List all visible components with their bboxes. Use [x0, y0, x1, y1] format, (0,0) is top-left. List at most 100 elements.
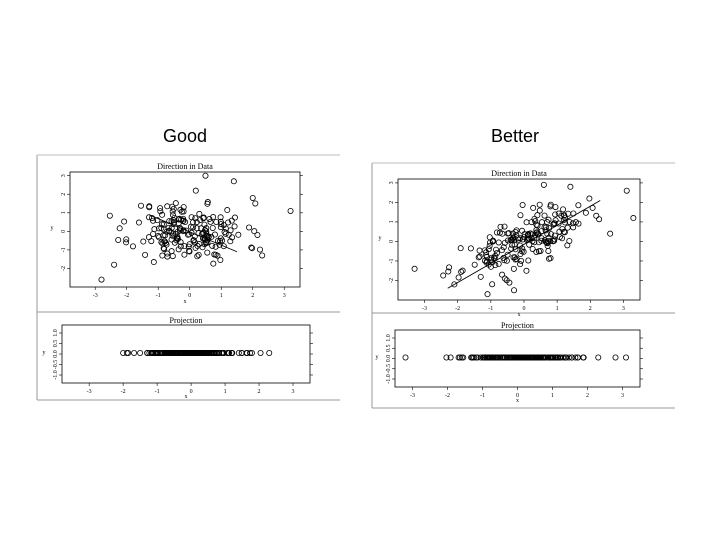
data-point [287, 207, 294, 214]
data-point [504, 237, 511, 244]
data-point [209, 224, 216, 231]
data-point [526, 241, 533, 248]
data-point [476, 247, 483, 254]
data-point [567, 183, 574, 190]
projection-point [580, 354, 587, 361]
projection-point [490, 354, 497, 361]
projection-point [530, 354, 537, 361]
x-axis-label: x [185, 394, 188, 400]
data-point [534, 212, 541, 219]
x-tick-label: 3 [292, 389, 295, 395]
data-point [157, 205, 164, 212]
data-point [565, 210, 572, 217]
data-point [523, 219, 530, 226]
data-point [207, 218, 214, 225]
data-point [180, 215, 187, 222]
data-point [512, 228, 519, 235]
data-point [180, 208, 187, 215]
projection-point [167, 349, 174, 356]
projection-point [540, 354, 547, 361]
data-point [489, 259, 496, 266]
data-point [201, 221, 208, 228]
data-point [630, 215, 637, 222]
data-point [159, 240, 166, 247]
data-point [198, 225, 205, 232]
data-point [492, 246, 499, 253]
data-point [249, 245, 256, 252]
projection-point [565, 354, 572, 361]
data-point [192, 215, 199, 222]
data-point [555, 210, 562, 217]
data-point [528, 219, 535, 226]
data-point [525, 257, 532, 264]
data-point [560, 206, 567, 213]
projection-point [228, 349, 235, 356]
data-point [221, 229, 228, 236]
data-point [209, 242, 216, 249]
data-point [150, 217, 157, 224]
data-point [489, 281, 496, 288]
data-point [212, 251, 219, 258]
data-point [493, 250, 500, 257]
projection-point [547, 354, 554, 361]
data-point [552, 211, 559, 218]
projection-point [244, 349, 251, 356]
y-tick-label: 0 [61, 230, 67, 233]
data-point [252, 200, 259, 207]
projection-point [169, 349, 176, 356]
data-point [489, 237, 496, 244]
data-point [218, 221, 225, 228]
data-point [483, 249, 490, 256]
data-point [155, 225, 162, 232]
data-point [538, 219, 545, 226]
data-point [142, 251, 149, 258]
projection-point [595, 354, 602, 361]
projection-point [520, 354, 527, 361]
x-tick-label: -3 [410, 393, 415, 399]
y-axis-label: y [376, 355, 379, 361]
data-point [210, 260, 217, 267]
projection-point [486, 354, 493, 361]
data-point [538, 237, 545, 244]
data-point [186, 248, 193, 255]
data-point [551, 232, 558, 239]
y-tick-label: 2 [389, 201, 395, 204]
data-point [227, 238, 234, 245]
data-point [523, 267, 530, 274]
data-point [511, 237, 518, 244]
data-point [98, 276, 105, 283]
data-point [191, 239, 198, 246]
panel-frame [36, 154, 340, 401]
data-point [586, 195, 593, 202]
direction-line [447, 200, 601, 289]
projection-point [477, 354, 484, 361]
projection-point [152, 349, 159, 356]
data-point [607, 230, 614, 237]
data-point [547, 203, 554, 210]
data-point [177, 206, 184, 213]
y-tick-label: -0.5 [53, 360, 59, 370]
projection-point [623, 354, 630, 361]
data-point [148, 238, 155, 245]
projection-point [247, 349, 254, 356]
plot-title: Projection [501, 321, 534, 330]
data-point [129, 243, 136, 250]
data-point [564, 224, 571, 231]
panel-frame [371, 162, 675, 409]
x-tick-label: 0 [522, 306, 525, 312]
y-tick-label: 2 [61, 193, 67, 196]
scatter-plot: Direction in Data -3 -2 -1 0 1 2 3 -2 -1 0 1 2 3 x y [51, 162, 303, 305]
data-point [192, 187, 199, 194]
data-point [170, 217, 177, 224]
data-point [506, 279, 513, 286]
data-point [521, 231, 528, 238]
data-point [566, 218, 573, 225]
data-point [451, 281, 458, 288]
projection-point [481, 354, 488, 361]
x-tick-label: -3 [93, 293, 98, 299]
projection-point [552, 354, 559, 361]
y-tick-label: -0.5 [386, 364, 392, 374]
data-point [541, 212, 548, 219]
data-point [186, 247, 193, 254]
